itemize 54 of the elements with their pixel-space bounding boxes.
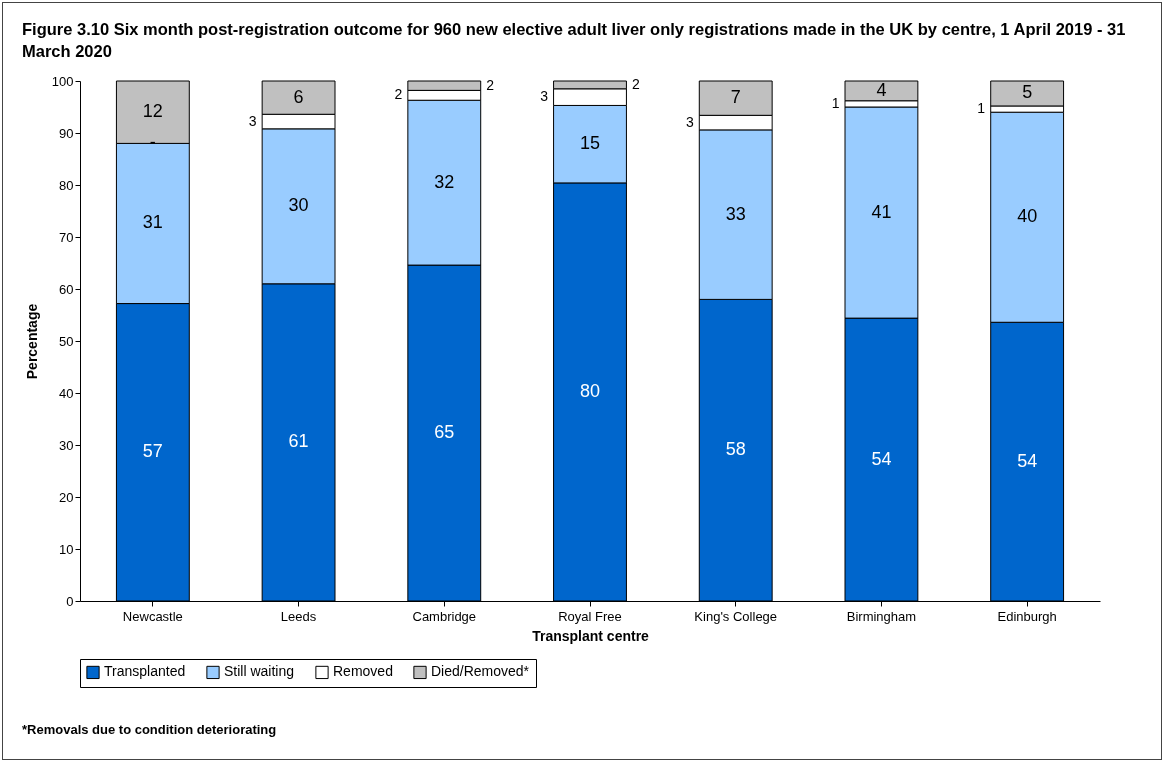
y-tick-label: 40 <box>59 385 74 401</box>
y-tick-label: 100 <box>51 73 74 89</box>
x-tick-label: Royal Free <box>558 608 622 624</box>
data-label: 4 <box>876 79 887 100</box>
data-label: 54 <box>1017 450 1038 471</box>
y-tick-label: 20 <box>59 489 74 505</box>
legend-label: Transplanted <box>104 663 186 680</box>
legend-label: Still waiting <box>224 663 295 680</box>
x-tick-label: Cambridge <box>412 608 477 624</box>
y-tick-label: 10 <box>59 541 74 557</box>
y-tick-label: 90 <box>59 125 74 141</box>
y-tick-label: 80 <box>59 177 74 193</box>
text: *Removals due to condition deteriorating <box>22 722 277 737</box>
legend-label: Died/Removed* <box>431 663 530 680</box>
data-label: 41 <box>871 201 892 222</box>
y-tick-label: 0 <box>66 593 74 609</box>
data-label: 80 <box>579 380 601 401</box>
data-label: 2 <box>394 86 403 103</box>
data-label: 12 <box>142 101 163 122</box>
y-axis-title: Percentage <box>23 303 40 380</box>
data-label: 54 <box>871 448 892 469</box>
data-label: 33 <box>725 203 746 224</box>
data-label: 3 <box>248 112 257 129</box>
y-tick-label: 60 <box>59 281 74 297</box>
data-label: 5 <box>1022 82 1033 103</box>
data-label: 3 <box>540 88 549 105</box>
x-axis-title: Transplant centre <box>532 627 650 644</box>
chart-title: Figure 3.10 Six month post-registration outcome for 960 new elective adult liver only registrations made in the UK by centre, 1 April 2019 - 31 March 2020 <box>22 19 1127 62</box>
x-tick-label: Edinburgh <box>997 608 1057 624</box>
data-label: 32 <box>434 171 455 192</box>
y-tick-label: 30 <box>59 437 74 453</box>
x-tick-label: Birmingham <box>846 608 917 624</box>
data-label: 30 <box>288 195 309 216</box>
data-label: 2 <box>632 75 640 92</box>
data-label: 65 <box>434 422 455 443</box>
data-label: 7 <box>730 87 741 108</box>
y-tick-label: 50 <box>59 333 74 349</box>
data-label: 61 <box>288 431 309 452</box>
data-label: 2 <box>486 76 495 93</box>
data-label: 31 <box>142 212 163 233</box>
data-label: - <box>149 132 156 153</box>
data-label: 1 <box>831 94 840 111</box>
x-tick-label: King's College <box>694 608 778 624</box>
data-label: 40 <box>1017 206 1038 227</box>
legend-label: Removed <box>333 663 393 680</box>
data-label: 1 <box>977 100 986 117</box>
x-tick-label: Leeds <box>280 608 317 624</box>
data-label: 15 <box>579 133 601 154</box>
x-tick-label: Newcastle <box>122 608 183 624</box>
data-label: 3 <box>685 113 694 130</box>
data-label: 58 <box>725 439 746 460</box>
y-tick-label: 70 <box>59 229 74 245</box>
data-label: 6 <box>293 86 304 107</box>
data-label: 57 <box>142 441 163 462</box>
